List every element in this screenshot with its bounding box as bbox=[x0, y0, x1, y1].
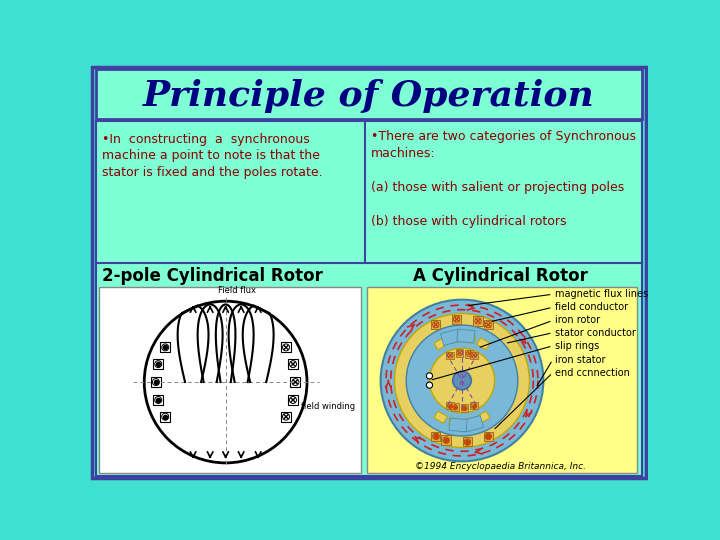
Bar bbox=[484, 320, 493, 329]
Circle shape bbox=[443, 437, 449, 443]
Bar bbox=[441, 435, 451, 444]
Bar bbox=[150, 377, 161, 387]
Circle shape bbox=[292, 379, 299, 386]
Text: •In  constructing  a  synchronous: •In constructing a synchronous bbox=[102, 132, 310, 146]
Polygon shape bbox=[449, 418, 467, 432]
Text: (b) those with cylindrical rotors: (b) those with cylindrical rotors bbox=[371, 215, 566, 228]
Circle shape bbox=[433, 433, 439, 440]
Circle shape bbox=[426, 373, 433, 379]
Circle shape bbox=[381, 300, 544, 461]
Polygon shape bbox=[434, 411, 447, 423]
Circle shape bbox=[452, 404, 457, 410]
Circle shape bbox=[395, 314, 529, 448]
Circle shape bbox=[464, 439, 470, 445]
Circle shape bbox=[457, 350, 462, 355]
Text: iron rotor: iron rotor bbox=[555, 315, 600, 326]
Circle shape bbox=[406, 325, 518, 436]
Text: stator is fixed and the poles rotate.: stator is fixed and the poles rotate. bbox=[102, 166, 323, 179]
Bar bbox=[451, 403, 459, 411]
Bar bbox=[96, 70, 642, 119]
Text: (a) those with salient or projecting poles: (a) those with salient or projecting pol… bbox=[371, 181, 624, 194]
Bar bbox=[446, 402, 454, 409]
Bar bbox=[288, 395, 298, 405]
Text: slip rings: slip rings bbox=[555, 341, 599, 351]
Bar bbox=[288, 359, 298, 369]
Text: 2-pole Cylindrical Rotor: 2-pole Cylindrical Rotor bbox=[102, 267, 323, 285]
Bar bbox=[281, 342, 291, 353]
Text: field conductor: field conductor bbox=[555, 302, 628, 312]
Polygon shape bbox=[449, 417, 461, 427]
Circle shape bbox=[485, 433, 491, 440]
Bar bbox=[96, 121, 642, 476]
Circle shape bbox=[433, 322, 439, 328]
Text: end ccnnection: end ccnnection bbox=[555, 368, 630, 378]
Circle shape bbox=[282, 344, 289, 351]
Bar bbox=[484, 431, 493, 441]
Bar bbox=[153, 359, 163, 369]
Polygon shape bbox=[464, 334, 475, 343]
Circle shape bbox=[282, 413, 289, 420]
Text: •There are two categories of Synchronous: •There are two categories of Synchronous bbox=[371, 130, 636, 143]
Polygon shape bbox=[441, 329, 460, 346]
Circle shape bbox=[426, 382, 433, 388]
Circle shape bbox=[485, 322, 491, 328]
Bar bbox=[153, 395, 163, 405]
Bar bbox=[99, 287, 361, 473]
Circle shape bbox=[162, 344, 168, 351]
Circle shape bbox=[471, 353, 477, 358]
Polygon shape bbox=[434, 338, 447, 350]
Circle shape bbox=[471, 403, 477, 408]
Polygon shape bbox=[464, 415, 483, 432]
Circle shape bbox=[454, 316, 459, 322]
Bar bbox=[473, 316, 482, 326]
Text: machines:: machines: bbox=[371, 147, 435, 160]
Circle shape bbox=[162, 413, 168, 420]
Circle shape bbox=[155, 361, 162, 368]
Polygon shape bbox=[477, 411, 490, 423]
Circle shape bbox=[289, 396, 297, 403]
Polygon shape bbox=[449, 334, 461, 343]
Polygon shape bbox=[457, 329, 475, 343]
Bar bbox=[431, 320, 441, 329]
Circle shape bbox=[475, 318, 481, 324]
Bar bbox=[160, 411, 170, 422]
Circle shape bbox=[429, 348, 495, 413]
Circle shape bbox=[153, 379, 159, 386]
Text: ©1994 Encyclopaedia Britannica, Inc.: ©1994 Encyclopaedia Britannica, Inc. bbox=[415, 462, 586, 470]
Bar bbox=[463, 437, 472, 447]
Circle shape bbox=[155, 396, 162, 403]
Circle shape bbox=[462, 406, 467, 411]
Bar bbox=[452, 314, 462, 324]
Text: Principle of Operation: Principle of Operation bbox=[143, 79, 595, 113]
Bar bbox=[281, 411, 291, 422]
Bar bbox=[431, 431, 441, 441]
Bar bbox=[290, 377, 300, 387]
Text: iron stator: iron stator bbox=[555, 355, 606, 365]
Bar bbox=[465, 350, 473, 357]
Text: machine a point to note is that the: machine a point to note is that the bbox=[102, 150, 320, 163]
Circle shape bbox=[453, 372, 472, 390]
Bar bbox=[470, 352, 477, 359]
Circle shape bbox=[467, 351, 472, 356]
Polygon shape bbox=[477, 338, 490, 350]
Bar bbox=[461, 404, 468, 412]
Text: magnetic flux lines: magnetic flux lines bbox=[555, 289, 648, 299]
Text: field winding: field winding bbox=[301, 402, 355, 411]
Text: stator conductor: stator conductor bbox=[555, 328, 636, 338]
Circle shape bbox=[448, 403, 453, 408]
Bar bbox=[470, 402, 477, 409]
Text: Field flux: Field flux bbox=[218, 286, 256, 295]
Bar bbox=[446, 352, 454, 359]
Circle shape bbox=[448, 353, 453, 358]
Bar bbox=[456, 349, 464, 357]
Polygon shape bbox=[464, 417, 475, 427]
Circle shape bbox=[289, 361, 297, 368]
Bar bbox=[160, 342, 170, 353]
Text: A Cylindrical Rotor: A Cylindrical Rotor bbox=[413, 267, 588, 285]
Bar bbox=[367, 287, 637, 473]
